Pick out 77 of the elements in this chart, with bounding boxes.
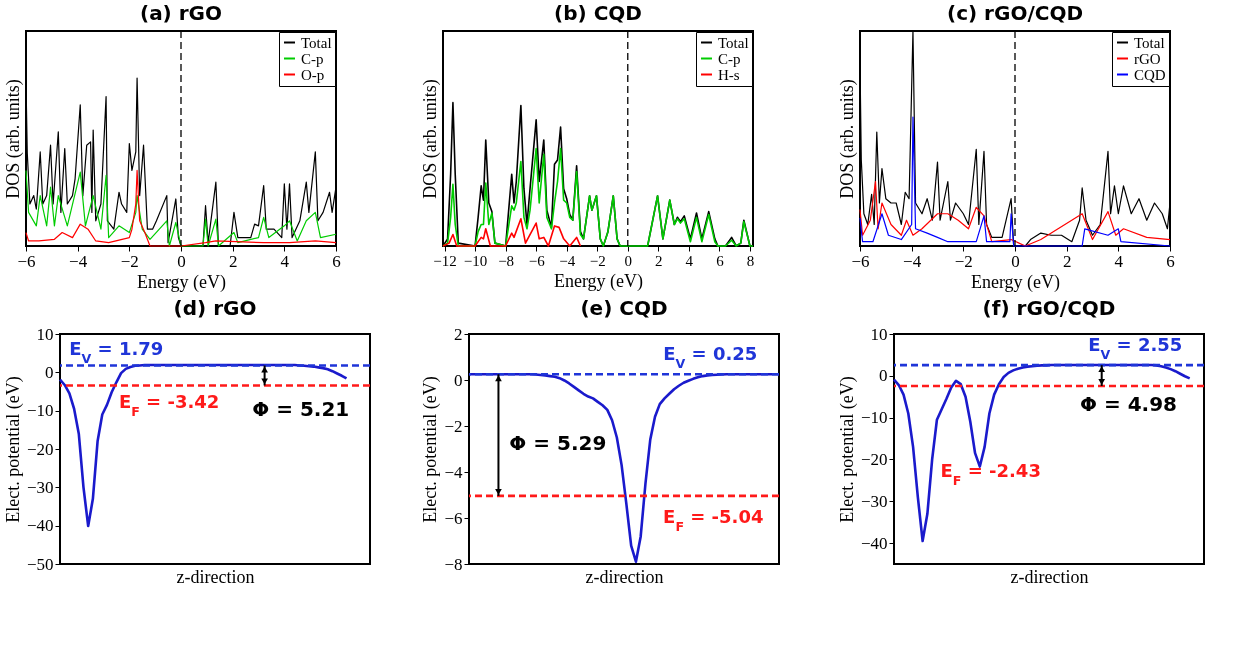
legend-label: CQD — [1134, 66, 1166, 83]
x-tick-label: 8 — [746, 252, 755, 269]
ref-line-label: E$_{F}$ = -5.04 — [663, 506, 764, 534]
legend-label: Total — [301, 34, 332, 51]
y-tick-label: 0 — [454, 370, 463, 390]
legend-label: H-s — [718, 66, 740, 83]
ref-line-label: E$_{V}$ = 1.79 — [69, 338, 164, 366]
annotation: Φ = 4.98 — [1080, 392, 1178, 417]
ref-line-label: E$_{V}$ = 2.55 — [1088, 333, 1183, 361]
y-tick-label: 0 — [45, 362, 54, 382]
y-tick-label: −10 — [860, 408, 888, 428]
legend-label: C-p — [718, 50, 741, 67]
x-tick-label: 0 — [1011, 251, 1020, 271]
y-axis-title: Elect. potential (eV) — [2, 376, 24, 523]
y-axis-title: DOS (arb. units) — [419, 79, 441, 199]
x-axis-title: Energy (eV) — [970, 271, 1061, 293]
y-tick-label: 10 — [870, 324, 888, 344]
x-tick-label: 0 — [624, 252, 633, 269]
legend-label: Total — [718, 34, 749, 51]
annotation: Φ = 5.21 — [252, 396, 350, 421]
x-tick-label: −4 — [69, 251, 88, 271]
x-tick-label: 6 — [332, 251, 341, 271]
x-tick-label: 4 — [685, 252, 694, 269]
legend-label: rGO — [1134, 50, 1161, 67]
legend-label: C-p — [301, 50, 324, 67]
legend-label: Total — [1134, 34, 1165, 51]
chart-title: (b) CQD — [554, 1, 642, 26]
x-tick-label: −12 — [433, 252, 457, 269]
y-tick-label: −8 — [444, 554, 463, 574]
chart-title: (e) CQD — [580, 296, 668, 320]
x-axis-title: z-direction — [1010, 566, 1089, 587]
x-tick-label: 2 — [655, 252, 663, 269]
y-axis-title: Elect. potential (eV) — [420, 376, 442, 523]
y-tick-label: −2 — [444, 416, 463, 436]
y-tick-label: −10 — [26, 401, 54, 421]
x-axis-title: Energy (eV) — [136, 271, 227, 293]
y-tick-label: −6 — [444, 508, 463, 528]
y-tick-label: −40 — [860, 533, 888, 553]
x-tick-label: 6 — [716, 252, 725, 269]
x-tick-label: 6 — [1166, 251, 1175, 271]
legend-label: O-p — [301, 66, 325, 83]
y-tick-label: 10 — [36, 324, 54, 344]
x-tick-label: −2 — [120, 251, 139, 271]
y-axis-title: Elect. potential (eV) — [836, 376, 858, 523]
y-tick-label: 2 — [454, 324, 463, 344]
chart-title: (f) rGO/CQD — [982, 296, 1116, 320]
y-axis-title: DOS (arb. units) — [836, 79, 858, 199]
x-tick-label: 4 — [1114, 251, 1124, 271]
x-axis-title: z-direction — [176, 566, 255, 587]
y-tick-label: −4 — [444, 462, 463, 482]
y-tick-label: −50 — [26, 554, 54, 574]
x-tick-label: −4 — [903, 251, 922, 271]
ref-line-label: E$_{F}$ = -3.42 — [118, 391, 220, 419]
y-tick-label: −30 — [860, 491, 888, 511]
x-tick-label: −2 — [589, 252, 606, 269]
x-tick-label: −2 — [954, 251, 973, 271]
x-axis-title: z-direction — [585, 566, 664, 587]
x-tick-label: −6 — [528, 252, 546, 269]
x-tick-label: 2 — [1062, 251, 1072, 271]
chart-title: (c) rGO/CQD — [947, 1, 1083, 26]
y-axis-title: DOS (arb. units) — [2, 79, 24, 199]
x-tick-label: −8 — [498, 252, 515, 269]
y-tick-label: −40 — [26, 516, 54, 536]
x-tick-label: 0 — [177, 251, 186, 271]
y-tick-label: −20 — [26, 439, 54, 459]
chart-title: (a) rGO — [139, 1, 223, 26]
ref-line-label: E$_{V}$ = 0.25 — [663, 342, 758, 371]
ref-line-label: E$_{F}$ = -2.43 — [940, 460, 1041, 488]
x-tick-label: −4 — [559, 252, 576, 269]
x-tick-label: 2 — [228, 251, 238, 271]
y-tick-label: −30 — [26, 477, 54, 497]
y-tick-label: 0 — [879, 366, 888, 386]
annotation: Φ = 5.29 — [509, 431, 607, 456]
chart-title: (d) rGO — [173, 296, 257, 320]
x-tick-label: 4 — [280, 251, 290, 271]
y-tick-label: −20 — [860, 449, 888, 469]
x-axis-title: Energy (eV) — [553, 270, 644, 292]
